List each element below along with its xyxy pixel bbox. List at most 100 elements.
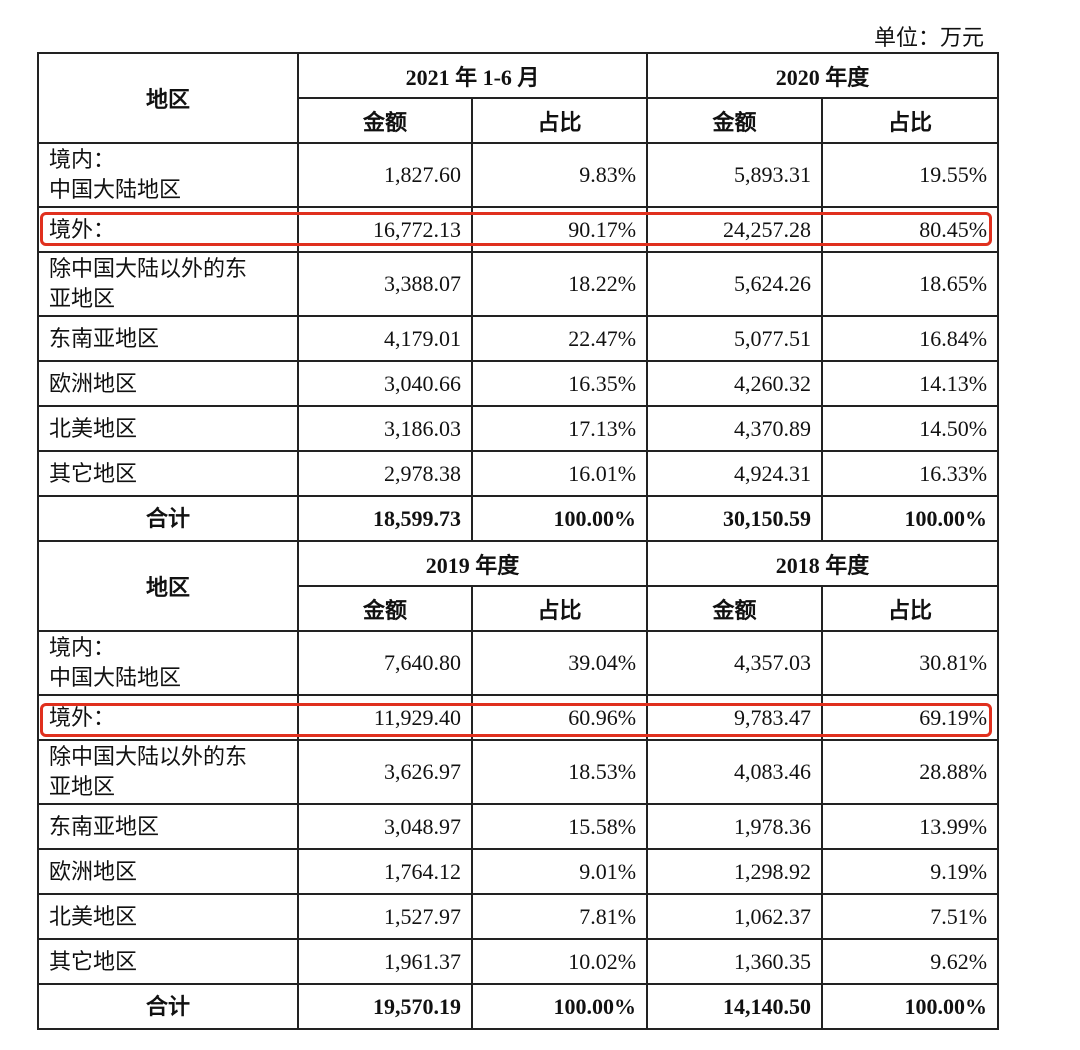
amount-cell: 3,040.66 [297, 360, 473, 407]
amount-cell: 1,978.36 [646, 803, 824, 850]
share-cell: 100.00% [821, 495, 1000, 542]
table-row: 境内： 中国大陆地区 7,640.80 39.04% 4,357.03 30.81% [37, 630, 1000, 696]
share-header: 占比 [470, 585, 649, 632]
region-label: 除中国大陆以外的东 亚地区 [37, 739, 299, 805]
region-label: 欧洲地区 [37, 360, 299, 407]
header-row-periods: 地区 2021 年 1-6 月 2020 年度 [37, 52, 1000, 144]
amount-cell: 4,179.01 [297, 315, 473, 362]
share-header: 占比 [821, 97, 1000, 144]
amount-cell: 9,783.47 [646, 694, 824, 741]
share-cell: 13.99% [821, 803, 1000, 850]
share-cell: 39.04% [470, 630, 649, 696]
region-header: 地区 [37, 540, 299, 632]
amount-cell: 1,360.35 [646, 938, 824, 985]
amount-cell: 4,083.46 [646, 739, 824, 805]
share-cell: 16.35% [470, 360, 649, 407]
regional-revenue-table: 地区 2021 年 1-6 月 2020 年度 金额 占比 金额 占比 境内： 中国大陆地区 1,… [37, 52, 1000, 1030]
share-cell: 90.17% [470, 206, 649, 253]
period-header: 2020 年度 [646, 52, 1000, 99]
region-label-line: 除中国大陆以外的东 [49, 256, 248, 281]
region-label-line: 亚地区 [49, 286, 116, 311]
share-cell: 17.13% [470, 405, 649, 452]
region-label-line: 境内： [49, 635, 116, 660]
region-label: 合计 [37, 495, 299, 542]
table-row: 北美地区 3,186.03 17.13% 4,370.89 14.50% [37, 405, 1000, 452]
share-cell: 22.47% [470, 315, 649, 362]
share-cell: 9.01% [470, 848, 649, 895]
region-label-line: 境内： [49, 147, 116, 172]
amount-cell: 5,077.51 [646, 315, 824, 362]
share-cell: 10.02% [470, 938, 649, 985]
share-cell: 14.50% [821, 405, 1000, 452]
table-row: 东南亚地区 3,048.97 15.58% 1,978.36 13.99% [37, 803, 1000, 850]
amount-cell: 1,527.97 [297, 893, 473, 940]
amount-cell: 3,186.03 [297, 405, 473, 452]
region-label: 东南亚地区 [37, 803, 299, 850]
region-label-line: 其它地区 [49, 948, 138, 974]
share-cell: 28.88% [821, 739, 1000, 805]
region-label-line: 北美地区 [49, 415, 138, 441]
region-label: 境外： [37, 694, 299, 741]
share-cell: 80.45% [821, 206, 1000, 253]
table-row: 其它地区 2,978.38 16.01% 4,924.31 16.33% [37, 450, 1000, 497]
region-label: 境内： 中国大陆地区 [37, 630, 299, 696]
share-cell: 100.00% [470, 983, 649, 1030]
table-row: 除中国大陆以外的东 亚地区 3,626.97 18.53% 4,083.46 28.88% [37, 739, 1000, 805]
share-cell: 18.22% [470, 251, 649, 317]
share-cell: 7.51% [821, 893, 1000, 940]
region-label-line: 中国大陆地区 [49, 665, 182, 690]
share-cell: 16.01% [470, 450, 649, 497]
amount-cell: 5,893.31 [646, 142, 824, 208]
share-cell: 18.65% [821, 251, 1000, 317]
region-label: 境内： 中国大陆地区 [37, 142, 299, 208]
region-label-line: 欧洲地区 [49, 370, 138, 396]
table-row: 除中国大陆以外的东 亚地区 3,388.07 18.22% 5,624.26 18.65% [37, 251, 1000, 317]
header-row-metrics: 金额 占比 金额 占比 [38, 97, 1000, 144]
region-label-line: 境外： [49, 704, 116, 730]
amount-cell: 3,048.97 [297, 803, 473, 850]
share-cell: 100.00% [470, 495, 649, 542]
share-cell: 9.19% [821, 848, 1000, 895]
share-cell: 100.00% [821, 983, 1000, 1030]
amount-cell: 16,772.13 [297, 206, 473, 253]
amount-cell: 1,298.92 [646, 848, 824, 895]
region-label: 东南亚地区 [37, 315, 299, 362]
region-label-line: 境外： [49, 216, 116, 242]
period-header: 2018 年度 [646, 540, 1000, 587]
period-header: 2019 年度 [296, 540, 649, 587]
share-cell: 16.84% [821, 315, 1000, 362]
amount-cell: 2,978.38 [297, 450, 473, 497]
region-label-line: 中国大陆地区 [49, 177, 182, 202]
region-label-line: 除中国大陆以外的东 [49, 744, 248, 769]
amount-cell: 4,260.32 [646, 360, 824, 407]
amount-cell: 1,764.12 [297, 848, 473, 895]
amount-header: 金额 [646, 585, 824, 632]
region-label: 其它地区 [37, 450, 299, 497]
share-cell: 14.13% [821, 360, 1000, 407]
region-label: 北美地区 [37, 405, 299, 452]
share-cell: 16.33% [821, 450, 1000, 497]
header-row-metrics: 金额 占比 金额 占比 [38, 585, 1000, 632]
region-label-line: 其它地区 [49, 460, 138, 486]
table-row: 欧洲地区 3,040.66 16.35% 4,260.32 14.13% [37, 360, 1000, 407]
amount-cell: 7,640.80 [297, 630, 473, 696]
share-cell: 9.83% [470, 142, 649, 208]
share-cell: 60.96% [470, 694, 649, 741]
amount-cell: 4,924.31 [646, 450, 824, 497]
amount-header: 金额 [297, 97, 473, 144]
amount-cell: 30,150.59 [646, 495, 824, 542]
region-label-line: 东南亚地区 [49, 813, 160, 839]
unit-label: 单位：万元 [873, 25, 984, 50]
amount-cell: 1,062.37 [646, 893, 824, 940]
amount-cell: 3,626.97 [297, 739, 473, 805]
region-label: 除中国大陆以外的东 亚地区 [37, 251, 299, 317]
total-row: 合计 19,570.19 100.00% 14,140.50 100.00% [37, 983, 1000, 1030]
header-row-periods: 地区 2019 年度 2018 年度 [37, 540, 1000, 632]
table-row: 东南亚地区 4,179.01 22.47% 5,077.51 16.84% [37, 315, 1000, 362]
region-label-line: 北美地区 [49, 903, 138, 929]
table-row: 欧洲地区 1,764.12 9.01% 1,298.92 9.19% [37, 848, 1000, 895]
region-label: 合计 [37, 983, 299, 1030]
amount-cell: 19,570.19 [297, 983, 473, 1030]
table-row: 境外： 16,772.13 90.17% 24,257.28 80.45% [37, 206, 1000, 253]
table-row: 其它地区 1,961.37 10.02% 1,360.35 9.62% [37, 938, 1000, 985]
